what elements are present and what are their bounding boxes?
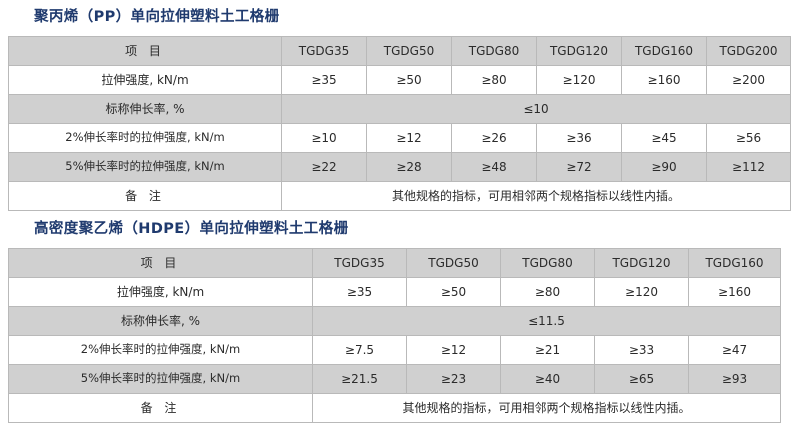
row-value: ≥80 (500, 277, 595, 307)
row-value: ≥23 (406, 364, 501, 394)
row-value: ≥160 (688, 277, 781, 307)
table-row: 拉伸强度, kN/m ≥35 ≥50 ≥80 ≥120 ≥160 (8, 277, 781, 307)
header-spec-4: TGDG120 (594, 248, 689, 278)
row-value: ≥35 (312, 277, 407, 307)
row-value-merged: ≤11.5 (312, 306, 781, 336)
header-spec-1: TGDG35 (281, 36, 367, 66)
table-note-row: 备 注 其他规格的指标，可用相邻两个规格指标以线性内插。 (8, 393, 781, 423)
header-item-label: 项 目 (8, 36, 282, 66)
header-item-label: 项 目 (8, 248, 313, 278)
row-label: 5%伸长率时的拉伸强度, kN/m (8, 364, 313, 394)
row-value: ≥36 (536, 123, 622, 153)
section-title-hdpe: 高密度聚乙烯（HDPE）单向拉伸塑料土工格栅 (34, 221, 349, 237)
row-value: ≥200 (706, 65, 791, 95)
row-value: ≥10 (281, 123, 367, 153)
table-note-row: 备 注 其他规格的指标，可用相邻两个规格指标以线性内插。 (8, 181, 791, 211)
table-header-row: 项 目 TGDG35 TGDG50 TGDG80 TGDG120 TGDG160 (8, 248, 781, 278)
row-value: ≥40 (500, 364, 595, 394)
table-row: 标称伸长率, % ≤11.5 (8, 306, 781, 336)
row-value: ≥160 (621, 65, 707, 95)
row-value: ≥12 (366, 123, 452, 153)
header-spec-6: TGDG200 (706, 36, 791, 66)
row-value: ≥28 (366, 152, 452, 182)
row-value: ≥33 (594, 335, 689, 365)
row-value: ≥120 (594, 277, 689, 307)
row-value: ≥35 (281, 65, 367, 95)
row-value: ≥7.5 (312, 335, 407, 365)
row-value: ≥45 (621, 123, 707, 153)
note-label: 备 注 (8, 181, 282, 211)
table-row: 2%伸长率时的拉伸强度, kN/m ≥7.5 ≥12 ≥21 ≥33 ≥47 (8, 335, 781, 365)
header-spec-3: TGDG80 (500, 248, 595, 278)
row-label: 拉伸强度, kN/m (8, 65, 282, 95)
header-spec-2: TGDG50 (406, 248, 501, 278)
row-value: ≥21.5 (312, 364, 407, 394)
row-label: 标称伸长率, % (8, 94, 282, 124)
header-spec-5: TGDG160 (688, 248, 781, 278)
row-label: 标称伸长率, % (8, 306, 313, 336)
row-value: ≥48 (451, 152, 537, 182)
table-row: 5%伸长率时的拉伸强度, kN/m ≥22 ≥28 ≥48 ≥72 ≥90 ≥1… (8, 152, 791, 182)
table-header-row: 项 目 TGDG35 TGDG50 TGDG80 TGDG120 TGDG160… (8, 36, 791, 66)
row-value: ≥93 (688, 364, 781, 394)
row-value: ≥112 (706, 152, 791, 182)
note-text: 其他规格的指标，可用相邻两个规格指标以线性内插。 (312, 393, 781, 423)
row-value: ≥50 (366, 65, 452, 95)
row-value: ≥50 (406, 277, 501, 307)
table-row: 2%伸长率时的拉伸强度, kN/m ≥10 ≥12 ≥26 ≥36 ≥45 ≥5… (8, 123, 791, 153)
header-spec-5: TGDG160 (621, 36, 707, 66)
table-row: 5%伸长率时的拉伸强度, kN/m ≥21.5 ≥23 ≥40 ≥65 ≥93 (8, 364, 781, 394)
row-label: 5%伸长率时的拉伸强度, kN/m (8, 152, 282, 182)
row-value: ≥80 (451, 65, 537, 95)
section-title-pp: 聚丙烯（PP）单向拉伸塑料土工格栅 (34, 9, 280, 25)
row-value: ≥120 (536, 65, 622, 95)
row-value: ≥90 (621, 152, 707, 182)
header-spec-4: TGDG120 (536, 36, 622, 66)
row-label: 2%伸长率时的拉伸强度, kN/m (8, 123, 282, 153)
header-spec-1: TGDG35 (312, 248, 407, 278)
spec-table-hdpe: 项 目 TGDG35 TGDG50 TGDG80 TGDG120 TGDG160… (8, 248, 781, 423)
row-value: ≥72 (536, 152, 622, 182)
row-value: ≥56 (706, 123, 791, 153)
row-value: ≥21 (500, 335, 595, 365)
row-label: 2%伸长率时的拉伸强度, kN/m (8, 335, 313, 365)
row-value: ≥26 (451, 123, 537, 153)
row-value: ≥47 (688, 335, 781, 365)
header-spec-2: TGDG50 (366, 36, 452, 66)
row-value: ≥22 (281, 152, 367, 182)
row-value-merged: ≤10 (281, 94, 791, 124)
note-label: 备 注 (8, 393, 313, 423)
table-row: 拉伸强度, kN/m ≥35 ≥50 ≥80 ≥120 ≥160 ≥200 (8, 65, 791, 95)
table-row: 标称伸长率, % ≤10 (8, 94, 791, 124)
spec-table-pp: 项 目 TGDG35 TGDG50 TGDG80 TGDG120 TGDG160… (8, 36, 791, 211)
header-spec-3: TGDG80 (451, 36, 537, 66)
row-label: 拉伸强度, kN/m (8, 277, 313, 307)
note-text: 其他规格的指标，可用相邻两个规格指标以线性内插。 (281, 181, 791, 211)
row-value: ≥12 (406, 335, 501, 365)
row-value: ≥65 (594, 364, 689, 394)
